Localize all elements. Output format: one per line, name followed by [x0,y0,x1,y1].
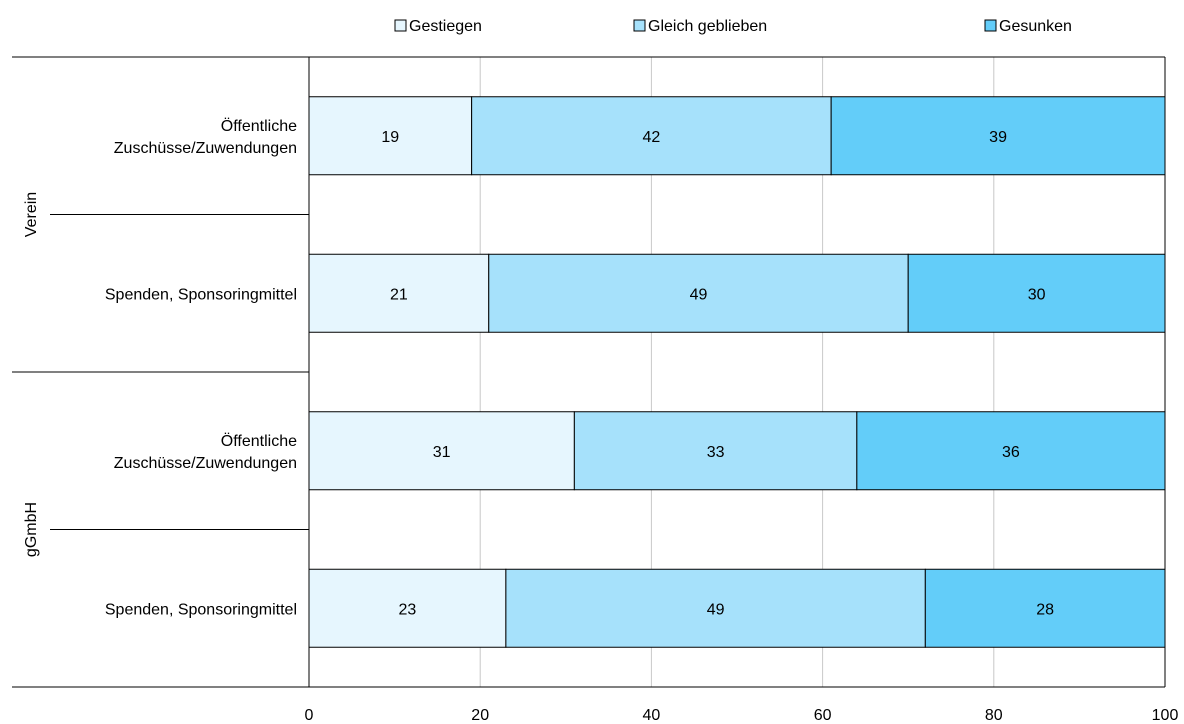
bar-segment [907,253,1166,333]
data-label: 39 [989,129,1007,146]
bar-segment [488,253,909,333]
x-tick-label: 60 [814,707,832,724]
data-label: 19 [381,129,399,146]
category-label: Spenden, Sponsoringmittel [105,601,297,618]
category-label-line: Öffentliche [221,117,297,135]
bar-segment [924,568,1166,648]
legend-swatch [633,19,646,32]
data-label: 49 [707,601,725,618]
category-label-line: Zuschüsse/Zuwendungen [114,140,297,157]
legend-swatch [394,19,407,32]
legend: Gestiegen Gleich geblieben Gesunken [394,18,1072,35]
x-axis: 0 20 40 60 80 100 [305,707,1179,724]
x-tick-label: 20 [471,707,489,724]
data-label: 33 [707,444,725,461]
legend-swatch [984,19,997,32]
category-label: Öffentliche Zuschüsse/Zuwendungen [114,117,297,157]
x-tick-label: 0 [305,707,314,724]
bar-segment [308,253,490,333]
data-label: 31 [433,444,451,461]
group-label: Verein [23,192,40,237]
bar-segment [308,411,575,491]
data-label: 23 [399,601,417,618]
category-label-line: Spenden, Sponsoringmittel [105,286,297,303]
category-label: Spenden, Sponsoringmittel [105,286,297,303]
x-tick-label: 40 [643,707,661,724]
bar-segment [471,96,832,176]
x-tick-label: 80 [985,707,1003,724]
legend-label: Gleich geblieben [648,18,767,35]
group-label: gGmbH [23,502,40,557]
data-label: 28 [1036,601,1054,618]
data-label: 21 [390,286,408,303]
legend-label: Gesunken [999,18,1072,35]
category-label-line: Zuschüsse/Zuwendungen [114,455,297,472]
bars: 19 42 39 21 49 30 31 33 36 23 49 28 [308,96,1166,648]
data-label: 42 [643,129,661,146]
data-label: 30 [1028,286,1046,303]
category-label-line: Spenden, Sponsoringmittel [105,601,297,618]
bar-segment [856,411,1166,491]
legend-label: Gestiegen [409,18,482,35]
category-axis: Öffentliche Zuschüsse/Zuwendungen Spenden,… [12,56,309,688]
bar-segment [308,568,507,648]
category-label: Öffentliche Zuschüsse/Zuwendungen [114,432,297,472]
x-tick-label: 100 [1152,707,1179,724]
data-label: 49 [690,286,708,303]
category-label-line: Öffentliche [221,432,297,450]
bar-segment [573,411,858,491]
bar-segment [830,96,1166,176]
data-label: 36 [1002,444,1020,461]
bar-segment [505,568,926,648]
